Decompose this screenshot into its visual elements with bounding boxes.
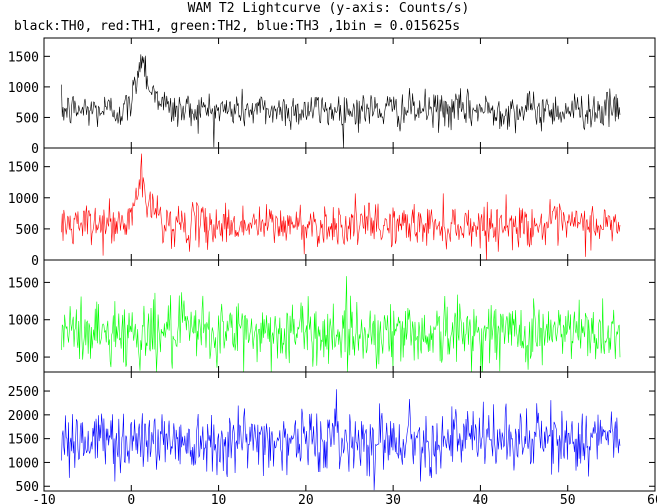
- y-tick-label: 0: [31, 142, 39, 157]
- panel-frame-th1: [43, 147, 656, 261]
- y-tick-label: 1500: [8, 433, 39, 448]
- panel-frame-th0: [43, 37, 656, 149]
- y-tick-label: 2000: [8, 409, 39, 424]
- y-tick-label: 1000: [8, 456, 39, 471]
- x-tick-label: 20: [298, 493, 314, 504]
- chart-title: WAM T2 Lightcurve (y-axis: Counts/s): [187, 1, 470, 16]
- x-tick-label: -10: [32, 493, 55, 504]
- y-tick-label: 500: [16, 111, 39, 126]
- y-tick-label: 500: [16, 351, 39, 366]
- y-tick-label: 1000: [8, 81, 39, 96]
- series-line-th2: [61, 276, 621, 372]
- series-line-th0: [61, 54, 621, 148]
- y-tick-label: 0: [31, 254, 39, 269]
- y-tick-label: 500: [16, 223, 39, 238]
- x-tick-label: 60: [647, 493, 657, 504]
- y-tick-label: 1000: [8, 192, 39, 207]
- y-tick-label: 1500: [8, 161, 39, 176]
- series-line-th1: [61, 153, 621, 260]
- x-tick-label: 40: [473, 493, 489, 504]
- y-tick-label: 1500: [8, 276, 39, 291]
- series-line-th3: [61, 389, 621, 491]
- x-tick-label: 10: [211, 493, 227, 504]
- x-tick-label: 0: [127, 493, 135, 504]
- panel-frame-th3: [43, 371, 656, 492]
- chart-subtitle: black:TH0, red:TH1, green:TH2, blue:TH3 …: [14, 19, 461, 34]
- y-tick-label: 1000: [8, 314, 39, 329]
- x-tick-label: 30: [385, 493, 401, 504]
- x-tick-label: 50: [560, 493, 576, 504]
- y-tick-label: 1500: [8, 50, 39, 65]
- y-tick-label: 2500: [8, 385, 39, 400]
- y-tick-label: 500: [16, 480, 39, 495]
